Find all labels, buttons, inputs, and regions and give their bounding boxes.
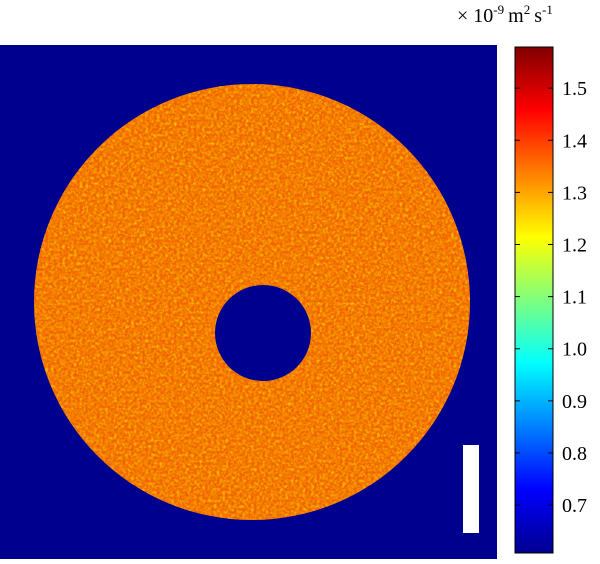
unit-label: × 10-9 m2 s-1	[457, 2, 553, 27]
sample-ring	[34, 84, 470, 520]
scale-bar	[463, 445, 479, 533]
unit-second-power: -1	[542, 2, 553, 17]
tick-label: 1.0	[562, 339, 587, 361]
tick-label: 1.3	[562, 182, 587, 204]
tick-label: 0.7	[562, 495, 587, 517]
unit-second: s	[534, 5, 542, 27]
tick-label: 1.1	[562, 287, 587, 309]
colorbar	[514, 46, 554, 554]
tick-label: 0.8	[562, 443, 587, 465]
tick-label: 1.2	[562, 235, 587, 257]
unit-meter-power: 2	[524, 2, 531, 17]
tick-label: 1.4	[562, 130, 587, 152]
unit-meter: m	[508, 5, 524, 27]
unit-prefix: × 10	[457, 5, 493, 27]
tick-label: 1.5	[562, 78, 587, 100]
tick-label: 0.9	[562, 391, 587, 413]
unit-exponent: -9	[493, 2, 504, 17]
